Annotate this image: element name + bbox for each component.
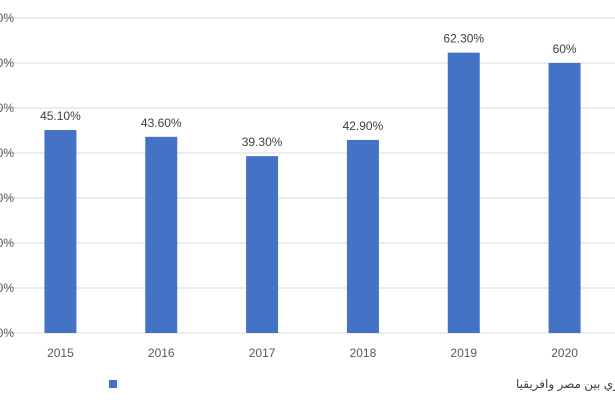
data-labels: 45.10% 43.60% 39.30% 42.90% 62.30% 60%: [40, 32, 577, 149]
data-label-2018: 42.90%: [343, 119, 384, 133]
gridlines: [0, 17, 615, 334]
legend-label: نسبة التبادل التجاري بين مصر ودول الكومي…: [516, 377, 615, 392]
data-label-2017: 39.30%: [242, 135, 283, 149]
x-tick-label-2019: 2019: [450, 346, 477, 360]
x-tick-label-2018: 2018: [350, 346, 377, 360]
x-axis-tick-labels: 2015 2016 2017 2018 2019 2020: [47, 346, 578, 360]
y-axis-tick-labels: 0% 10% 20% 30% 40% 50% 60% 70%: [0, 11, 14, 340]
x-tick-label-2015: 2015: [47, 346, 74, 360]
y-tick-label: 0%: [0, 326, 14, 340]
bar-2016: [145, 136, 178, 333]
y-tick-label: 70%: [0, 11, 14, 25]
x-tick-label-2017: 2017: [249, 346, 276, 360]
x-tick-label-2016: 2016: [148, 346, 175, 360]
bars: [44, 52, 581, 334]
data-label-2016: 43.60%: [141, 116, 182, 130]
data-label-2020: 60%: [553, 42, 577, 56]
y-tick-label: 60%: [0, 56, 14, 70]
bar-2018: [346, 139, 379, 333]
y-tick-label: 40%: [0, 146, 14, 160]
legend-swatch: [109, 380, 117, 388]
y-tick-label: 30%: [0, 191, 14, 205]
data-label-2019: 62.30%: [443, 32, 484, 46]
x-tick-label-2020: 2020: [551, 346, 578, 360]
y-tick-label: 50%: [0, 101, 14, 115]
bar-2020: [548, 63, 581, 333]
bar-2015: [44, 130, 77, 333]
y-tick-label: 10%: [0, 281, 14, 295]
legend: نسبة التبادل التجاري بين مصر ودول الكومي…: [109, 377, 615, 392]
bar-2017: [246, 156, 279, 333]
bar-2019: [447, 52, 480, 334]
data-label-2015: 45.10%: [40, 109, 81, 123]
y-tick-label: 20%: [0, 236, 14, 250]
